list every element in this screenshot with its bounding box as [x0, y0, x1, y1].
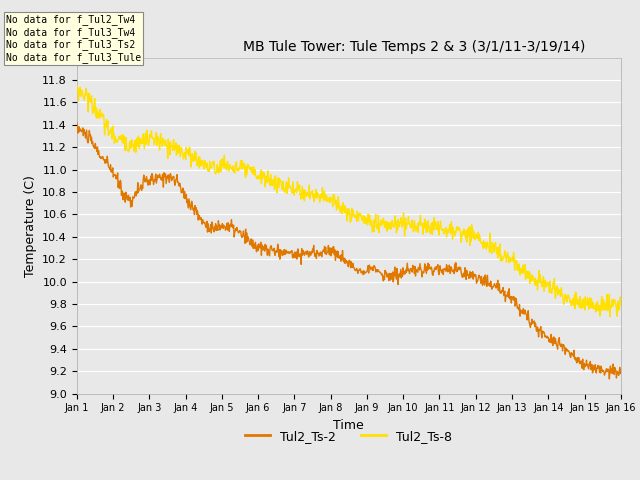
- Title: MB Tule Tower: Tule Temps 2 & 3 (3/1/11-3/19/14): MB Tule Tower: Tule Temps 2 & 3 (3/1/11-…: [243, 40, 585, 54]
- Y-axis label: Temperature (C): Temperature (C): [24, 175, 36, 276]
- X-axis label: Time: Time: [333, 419, 364, 432]
- Text: No data for f_Tul2_Tw4
No data for f_Tul3_Tw4
No data for f_Tul3_Ts2
No data for: No data for f_Tul2_Tw4 No data for f_Tul…: [6, 14, 141, 63]
- Legend: Tul2_Ts-2, Tul2_Ts-8: Tul2_Ts-2, Tul2_Ts-8: [241, 425, 457, 448]
